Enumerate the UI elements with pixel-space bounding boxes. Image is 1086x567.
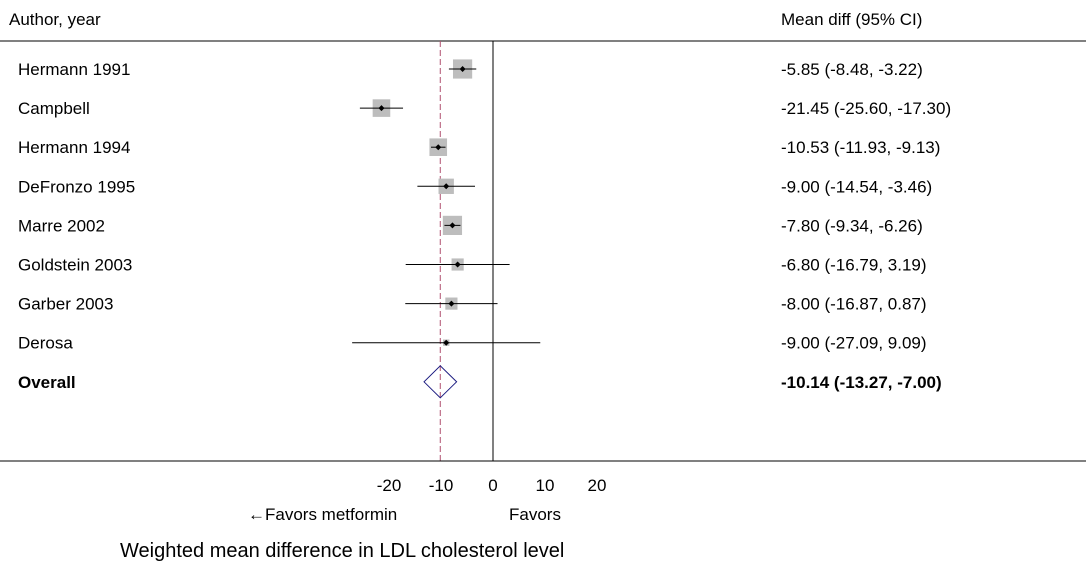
x-tick-label: -20: [377, 476, 402, 495]
x-tick-label: 10: [536, 476, 555, 495]
point-estimate: [443, 183, 450, 190]
point-estimate: [448, 300, 455, 307]
point-estimate: [449, 222, 456, 229]
study-label: Hermann 1991: [18, 60, 130, 79]
overall-ci-value: -10.14 (-13.27, -7.00): [781, 373, 942, 392]
study-label: Goldstein 2003: [18, 256, 132, 275]
study-row: Hermann 1994 -10.53 (-11.93, -9.13): [18, 138, 940, 157]
ci-value: -8.00 (-16.87, 0.87): [781, 295, 927, 314]
point-estimate: [459, 66, 466, 72]
x-tick-label: -10: [429, 476, 454, 495]
study-row: Campbell -21.45 (-25.60, -17.30): [18, 99, 951, 118]
study-label: Hermann 1994: [18, 138, 130, 157]
point-estimate: [454, 261, 461, 268]
ci-value: -21.45 (-25.60, -17.30): [781, 99, 951, 118]
overall-label: Overall: [18, 373, 76, 392]
ci-value: -9.00 (-27.09, 9.09): [781, 334, 927, 353]
study-row: Garber 2003 -8.00 (-16.87, 0.87): [18, 295, 927, 314]
study-row: Goldstein 2003 -6.80 (-16.79, 3.19): [18, 256, 927, 275]
study-label: DeFronzo 1995: [18, 177, 135, 196]
ci-value: -5.85 (-8.48, -3.22): [781, 60, 923, 79]
header-mean-diff-ci: Mean diff (95% CI): [781, 10, 922, 29]
point-estimate: [378, 105, 385, 112]
overall-row: Overall -10.14 (-13.27, -7.00): [18, 365, 942, 399]
study-label: Derosa: [18, 334, 73, 353]
point-estimate: [435, 144, 442, 151]
study-row: Derosa -9.00 (-27.09, 9.09): [18, 334, 927, 353]
x-axis-title: Weighted mean difference in LDL choleste…: [120, 540, 564, 562]
favors-label: Favors: [509, 505, 561, 524]
x-tick-label: 20: [588, 476, 607, 495]
ci-value: -9.00 (-14.54, -3.46): [781, 177, 932, 196]
study-label: Marre 2002: [18, 216, 105, 235]
overall-diamond: [423, 365, 458, 399]
ci-value: -10.53 (-11.93, -9.13): [781, 138, 940, 157]
favors-metformin-label: ←Favors metformin: [248, 505, 397, 524]
x-tick-label: 0: [488, 476, 497, 495]
study-label: Campbell: [18, 99, 90, 118]
study-row: DeFronzo 1995 -9.00 (-14.54, -3.46): [18, 177, 932, 196]
study-label: Garber 2003: [18, 295, 113, 314]
point-estimate: [443, 339, 450, 346]
study-row: Hermann 1991 -5.85 (-8.48, -3.22): [18, 59, 923, 79]
study-row: Marre 2002 -7.80 (-9.34, -6.26): [18, 215, 923, 235]
header-author-year: Author, year: [9, 10, 101, 29]
ci-value: -6.80 (-16.79, 3.19): [781, 256, 927, 275]
ci-value: -7.80 (-9.34, -6.26): [781, 216, 923, 235]
